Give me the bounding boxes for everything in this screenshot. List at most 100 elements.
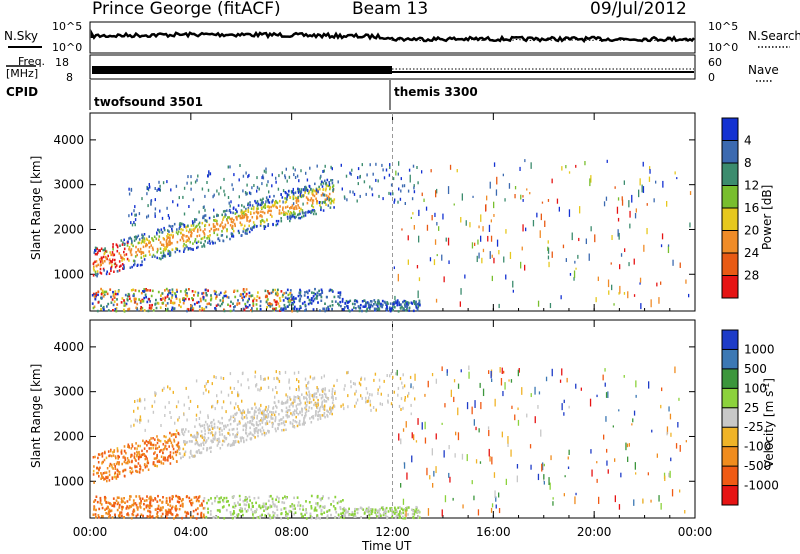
echo-cell: [239, 503, 241, 506]
echo-cell: [397, 273, 399, 282]
colorbar-tick-label: 4: [744, 134, 752, 148]
echo-cell: [332, 201, 335, 204]
echo-cell: [174, 293, 177, 297]
echo-cell: [662, 180, 664, 188]
echo-cell: [162, 250, 165, 253]
echo-cell: [212, 434, 214, 437]
echo-cell: [149, 501, 151, 505]
echo-cell: [247, 202, 250, 205]
echo-cell: [296, 378, 298, 382]
echo-cell: [173, 301, 176, 305]
echo-cell: [241, 210, 243, 213]
echo-cell: [200, 444, 202, 447]
echo-cell: [249, 499, 251, 502]
echo-cell: [301, 407, 303, 411]
echo-cell: [263, 417, 265, 421]
echo-cell: [219, 433, 221, 436]
echo-cell: [193, 434, 196, 437]
echo-cell: [234, 417, 236, 421]
echo-cell: [303, 294, 306, 297]
echo-cell: [571, 232, 573, 241]
echo-cell: [303, 300, 306, 304]
echo-cell: [129, 236, 131, 240]
echo-cell: [210, 497, 212, 500]
echo-cell: [192, 509, 195, 513]
echo-cell: [101, 506, 104, 510]
echo-cell: [397, 506, 400, 510]
echo-cell: [158, 257, 161, 260]
echo-cell: [120, 264, 122, 267]
echo-cell: [260, 430, 262, 433]
echo-cell: [243, 308, 246, 312]
echo-cell: [182, 195, 184, 199]
echo-cell: [195, 508, 197, 512]
echo-cell: [107, 309, 110, 312]
echo-cell: [183, 212, 186, 216]
echo-cell: [92, 267, 95, 270]
echo-cell: [168, 254, 171, 257]
echo-cell: [114, 502, 116, 505]
echo-cell: [127, 445, 129, 448]
echo-cell: [232, 440, 235, 443]
echo-cell: [374, 309, 376, 312]
echo-cell: [504, 198, 506, 202]
echo-cell: [367, 302, 370, 305]
echo-cell: [417, 510, 420, 514]
echo-cell: [267, 302, 270, 306]
echo-cell: [251, 422, 253, 426]
echo-cell: [222, 227, 224, 230]
echo-cell: [237, 229, 240, 233]
echo-cell: [326, 514, 329, 517]
echo-cell: [299, 507, 301, 511]
echo-cell: [298, 380, 300, 384]
echo-cell: [112, 245, 114, 249]
echo-cell: [245, 306, 248, 309]
echo-cell: [411, 513, 414, 516]
echo-cell: [249, 204, 251, 207]
echo-cell: [375, 303, 378, 306]
echo-cell: [241, 436, 243, 439]
echo-cell: [112, 309, 114, 312]
echo-cell: [304, 412, 307, 415]
echo-cell: [249, 219, 252, 222]
echo-cell: [271, 497, 274, 501]
echo-cell: [148, 235, 150, 238]
echo-cell: [266, 219, 268, 222]
echo-cell: [372, 406, 375, 409]
echo-cell: [148, 497, 151, 500]
echo-cell: [202, 499, 205, 503]
echo-cell: [179, 447, 181, 450]
echo-cell: [491, 254, 493, 258]
echo-cell: [310, 505, 313, 508]
echo-cell: [160, 228, 163, 231]
echo-cell: [224, 290, 227, 293]
echo-cell: [96, 466, 98, 470]
echo-cell: [92, 456, 95, 459]
echo-cell: [446, 371, 448, 376]
echo-cell: [380, 514, 382, 517]
echo-cell: [140, 418, 142, 422]
echo-cell: [291, 214, 294, 217]
echo-cell: [339, 506, 342, 509]
echo-cell: [292, 213, 295, 216]
echo-cell: [239, 221, 242, 224]
echo-cell: [202, 215, 205, 218]
echo-cell: [163, 226, 165, 230]
echo-cell: [316, 297, 318, 300]
x-tick-label: 20:00: [577, 525, 612, 539]
echo-cell: [315, 392, 318, 395]
echo-cell: [255, 406, 257, 409]
echo-cell: [200, 515, 203, 518]
echo-cell: [502, 173, 504, 177]
echo-cell: [163, 228, 166, 232]
echo-cell: [331, 167, 333, 171]
echo-cell: [204, 436, 206, 440]
echo-cell: [293, 210, 295, 214]
echo-cell: [143, 258, 146, 261]
echo-cell: [118, 269, 121, 272]
echo-cell: [205, 219, 208, 223]
echo-cell: [322, 188, 325, 191]
echo-cell: [538, 391, 541, 395]
echo-cell: [330, 179, 332, 182]
echo-cell: [265, 167, 267, 171]
